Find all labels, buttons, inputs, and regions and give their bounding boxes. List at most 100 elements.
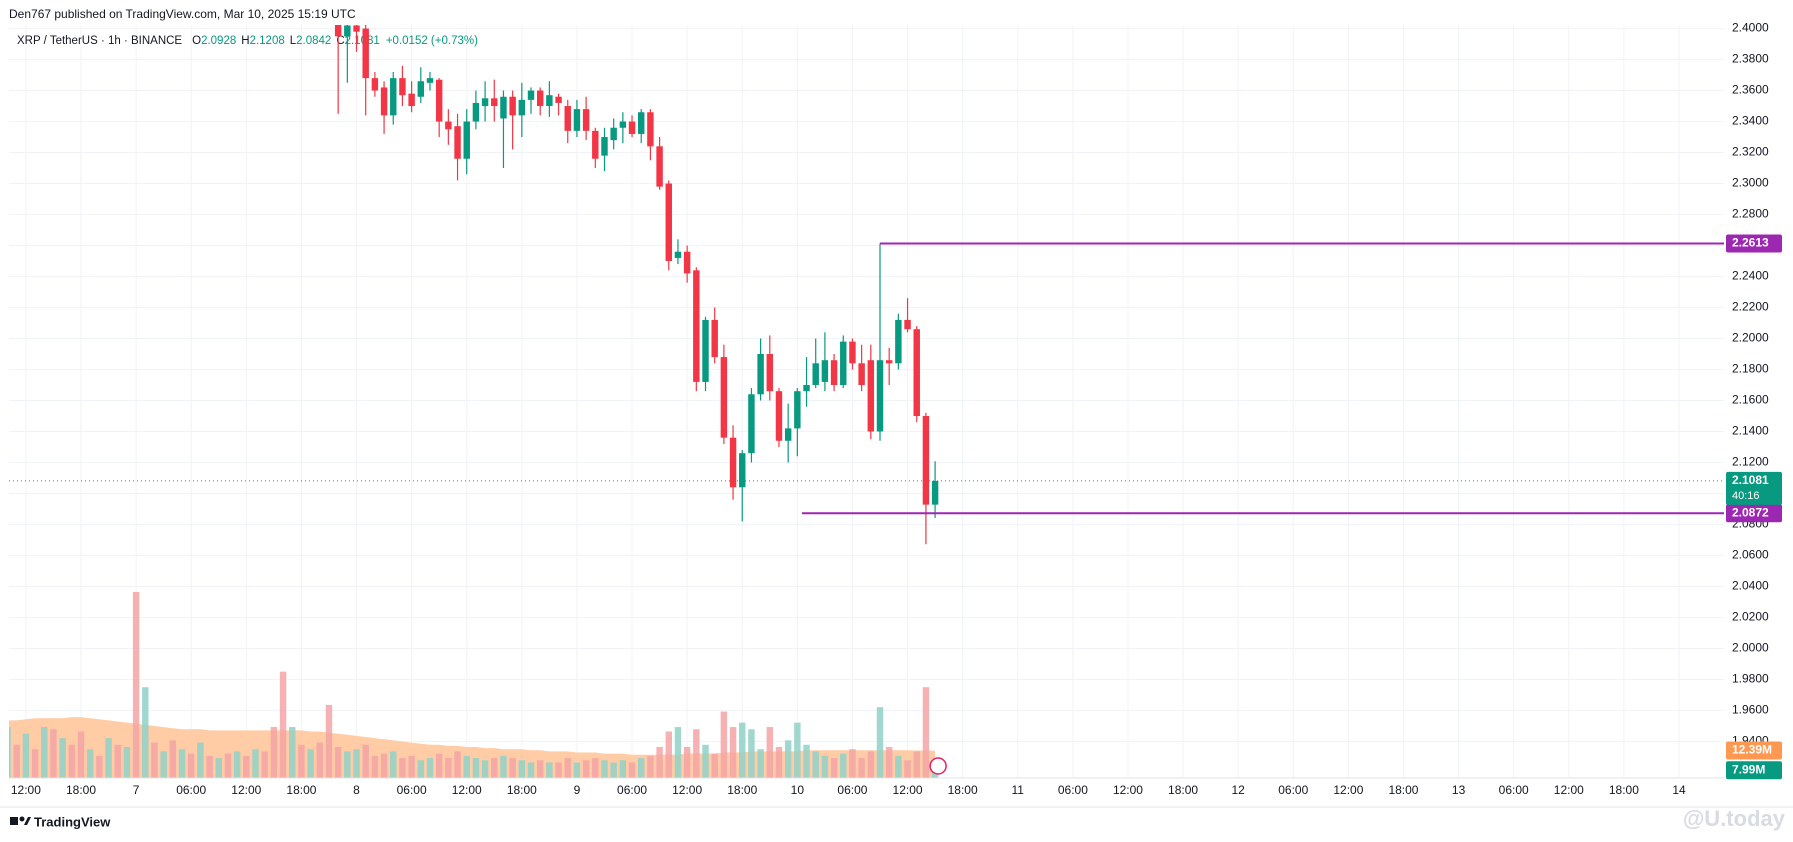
candle-body [876, 360, 884, 432]
candle-body [555, 96, 562, 103]
candle-body [344, 25, 351, 37]
volume-bar [445, 758, 452, 778]
candle-body [390, 78, 397, 116]
candle-body [711, 319, 718, 358]
volume-bar [610, 762, 617, 778]
volume-bar [500, 755, 507, 778]
volume-bar [840, 753, 847, 778]
x-tick-label: 13 [1452, 783, 1466, 797]
volume-bar [527, 762, 535, 778]
volume-bar [638, 758, 645, 778]
volume-bar [307, 749, 314, 778]
y-tick-label: 2.4000 [1732, 21, 1769, 35]
price-label-box [1726, 471, 1782, 505]
ohlc-label: L [290, 35, 297, 47]
volume-bar [426, 758, 434, 778]
volume-bar [114, 744, 121, 778]
candle-body [601, 137, 608, 156]
volume-bar [849, 749, 856, 778]
volume-bar [187, 753, 195, 778]
x-tick-label: 12:00 [11, 783, 41, 797]
x-tick-label: 12:00 [1333, 783, 1363, 797]
symbol-title: XRP / TetherUS · 1h · BINANCE [17, 35, 182, 47]
volume-bar [224, 753, 232, 778]
volume-bar [270, 727, 278, 778]
candle-body [849, 341, 856, 364]
x-tick-label: 9 [574, 783, 581, 797]
volume-bar [160, 751, 167, 778]
y-tick-label: 2.0200 [1732, 610, 1769, 624]
x-tick-label: 12 [1231, 783, 1245, 797]
volume-bar [206, 755, 213, 778]
x-tick-label: 06:00 [1278, 783, 1308, 797]
y-tick-label: 2.1600 [1732, 393, 1769, 407]
candle-body [481, 98, 489, 107]
volume-bar [794, 722, 801, 778]
volume-bar [693, 729, 700, 778]
x-tick-label: 06:00 [397, 783, 427, 797]
candle-body [619, 121, 627, 128]
level-label-box [1726, 504, 1782, 523]
volume-bar [344, 751, 351, 778]
candle-body [491, 98, 498, 107]
volume-bar [454, 751, 461, 778]
candle-body [885, 360, 893, 364]
candle-body [573, 109, 581, 131]
volume-bar [546, 762, 553, 778]
x-tick-label: 06:00 [1058, 783, 1088, 797]
countdown: 40:16 [1732, 490, 1760, 502]
x-tick-label: 06:00 [176, 783, 206, 797]
grid [9, 25, 1724, 778]
volume-bar [711, 753, 718, 778]
y-tick-label: 2.1800 [1732, 362, 1769, 376]
candle-body [509, 96, 516, 116]
level-label-box [1726, 234, 1782, 253]
volume-bar [9, 727, 11, 778]
ohlc-value: 2.1208 [250, 35, 285, 47]
candle-body [647, 112, 654, 147]
volume-bar [674, 727, 682, 778]
x-tick-label: 18:00 [1388, 783, 1418, 797]
ohlc-label: O [192, 35, 201, 47]
y-tick-label: 2.1200 [1732, 455, 1769, 469]
volume-bar [720, 711, 728, 778]
candle-body [665, 183, 672, 262]
volume-bar [858, 758, 865, 778]
volume-bar [775, 746, 783, 778]
x-tick-label: 18:00 [948, 783, 978, 797]
x-tick-label: 18:00 [1168, 783, 1198, 797]
volume-bar [463, 755, 470, 778]
candle-body [922, 415, 930, 505]
ohlc-label: H [241, 35, 249, 47]
volume-bar [536, 760, 544, 778]
volume-bar [390, 751, 397, 778]
volume-bar [325, 704, 333, 778]
candle-body [812, 363, 819, 385]
y-tick-label: 2.0400 [1732, 579, 1769, 593]
volume-bar [555, 762, 562, 778]
candle-body [775, 391, 783, 441]
volume-bar [279, 671, 287, 778]
volume-bar [757, 749, 764, 778]
volume-bar [821, 755, 829, 778]
candle-body [830, 360, 838, 385]
x-tick-label: 18:00 [66, 783, 96, 797]
candle-body [536, 90, 544, 107]
candle-body [353, 25, 360, 32]
x-tick-label: 12:00 [1554, 783, 1584, 797]
volume-bar [399, 758, 406, 778]
candle-body [371, 78, 379, 91]
volume-bar [922, 687, 930, 778]
candle-body [592, 130, 599, 159]
volume-bar [380, 753, 388, 778]
candle-body [408, 93, 415, 107]
volume-bar [481, 760, 489, 778]
candle-body [757, 354, 764, 395]
candle-body [683, 251, 691, 274]
y-tick-label: 2.2000 [1732, 331, 1769, 345]
volume-bar [592, 758, 599, 778]
candle-body [656, 146, 663, 187]
candle-body [913, 329, 920, 416]
change: +0.0152 (+0.73%) [386, 35, 478, 47]
